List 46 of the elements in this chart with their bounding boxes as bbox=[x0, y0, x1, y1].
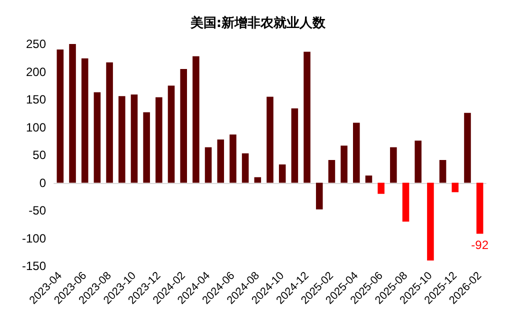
bar bbox=[365, 176, 372, 183]
data-label: -92 bbox=[471, 238, 489, 252]
bar bbox=[291, 108, 298, 183]
y-tick-label: 200 bbox=[26, 64, 46, 79]
bar bbox=[254, 177, 262, 183]
bar bbox=[130, 94, 138, 183]
bar bbox=[69, 44, 76, 183]
bar bbox=[118, 96, 126, 183]
bar bbox=[156, 97, 162, 183]
y-tick-label: 50 bbox=[32, 148, 46, 162]
y-tick-label: 250 bbox=[26, 37, 46, 51]
y-tick-label: -50 bbox=[28, 204, 46, 218]
bar bbox=[378, 182, 384, 194]
bar bbox=[56, 50, 64, 183]
bar bbox=[439, 160, 446, 183]
bar bbox=[81, 58, 88, 183]
y-tick-label: 0 bbox=[39, 176, 46, 190]
bar bbox=[266, 96, 274, 183]
y-tick-label: -100 bbox=[22, 231, 46, 246]
bar bbox=[94, 92, 101, 183]
bar bbox=[106, 62, 113, 183]
bar bbox=[464, 112, 471, 183]
bar bbox=[316, 182, 323, 210]
bar bbox=[414, 140, 422, 183]
bar bbox=[180, 68, 187, 183]
chart-title: 美国:新增非农就业人数 bbox=[189, 15, 327, 31]
bar bbox=[390, 147, 397, 183]
bar bbox=[204, 147, 212, 183]
bar bbox=[230, 134, 236, 183]
bar bbox=[402, 182, 410, 222]
bar bbox=[427, 182, 434, 260]
bar bbox=[476, 182, 484, 234]
bar bbox=[304, 52, 310, 183]
bar bbox=[192, 56, 200, 183]
bar bbox=[340, 146, 348, 183]
y-tick-label: -150 bbox=[22, 259, 46, 273]
bar bbox=[217, 139, 224, 183]
bar bbox=[278, 164, 286, 183]
y-tick-label: 100 bbox=[26, 120, 46, 134]
bar bbox=[328, 160, 336, 183]
bar bbox=[452, 182, 459, 192]
bar bbox=[242, 153, 249, 183]
bar bbox=[168, 86, 175, 183]
bar bbox=[353, 122, 360, 183]
bar bbox=[143, 112, 150, 183]
y-tick-label: 150 bbox=[26, 92, 46, 106]
